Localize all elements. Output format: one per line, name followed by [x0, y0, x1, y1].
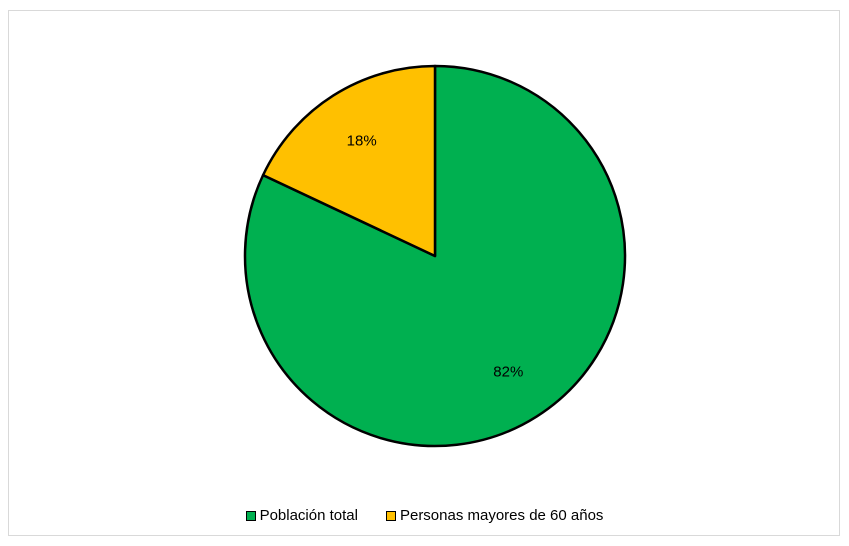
legend: Población total Personas mayores de 60 a…: [0, 507, 849, 524]
legend-label-personas-mayores-60: Personas mayores de 60 años: [399, 507, 604, 524]
legend-label-poblacion-total: Población total: [259, 507, 358, 524]
legend-swatch-green: [245, 510, 256, 521]
data-label-personas-mayores-60: 18%: [347, 132, 377, 149]
data-label-poblacion-total: 82%: [493, 364, 523, 381]
legend-swatch-yellow: [385, 510, 396, 521]
legend-item-poblacion-total: Población total: [245, 507, 358, 524]
pie-slice-personas-mayores-60: [261, 64, 437, 258]
legend-item-personas-mayores-60: Personas mayores de 60 años: [385, 507, 604, 524]
